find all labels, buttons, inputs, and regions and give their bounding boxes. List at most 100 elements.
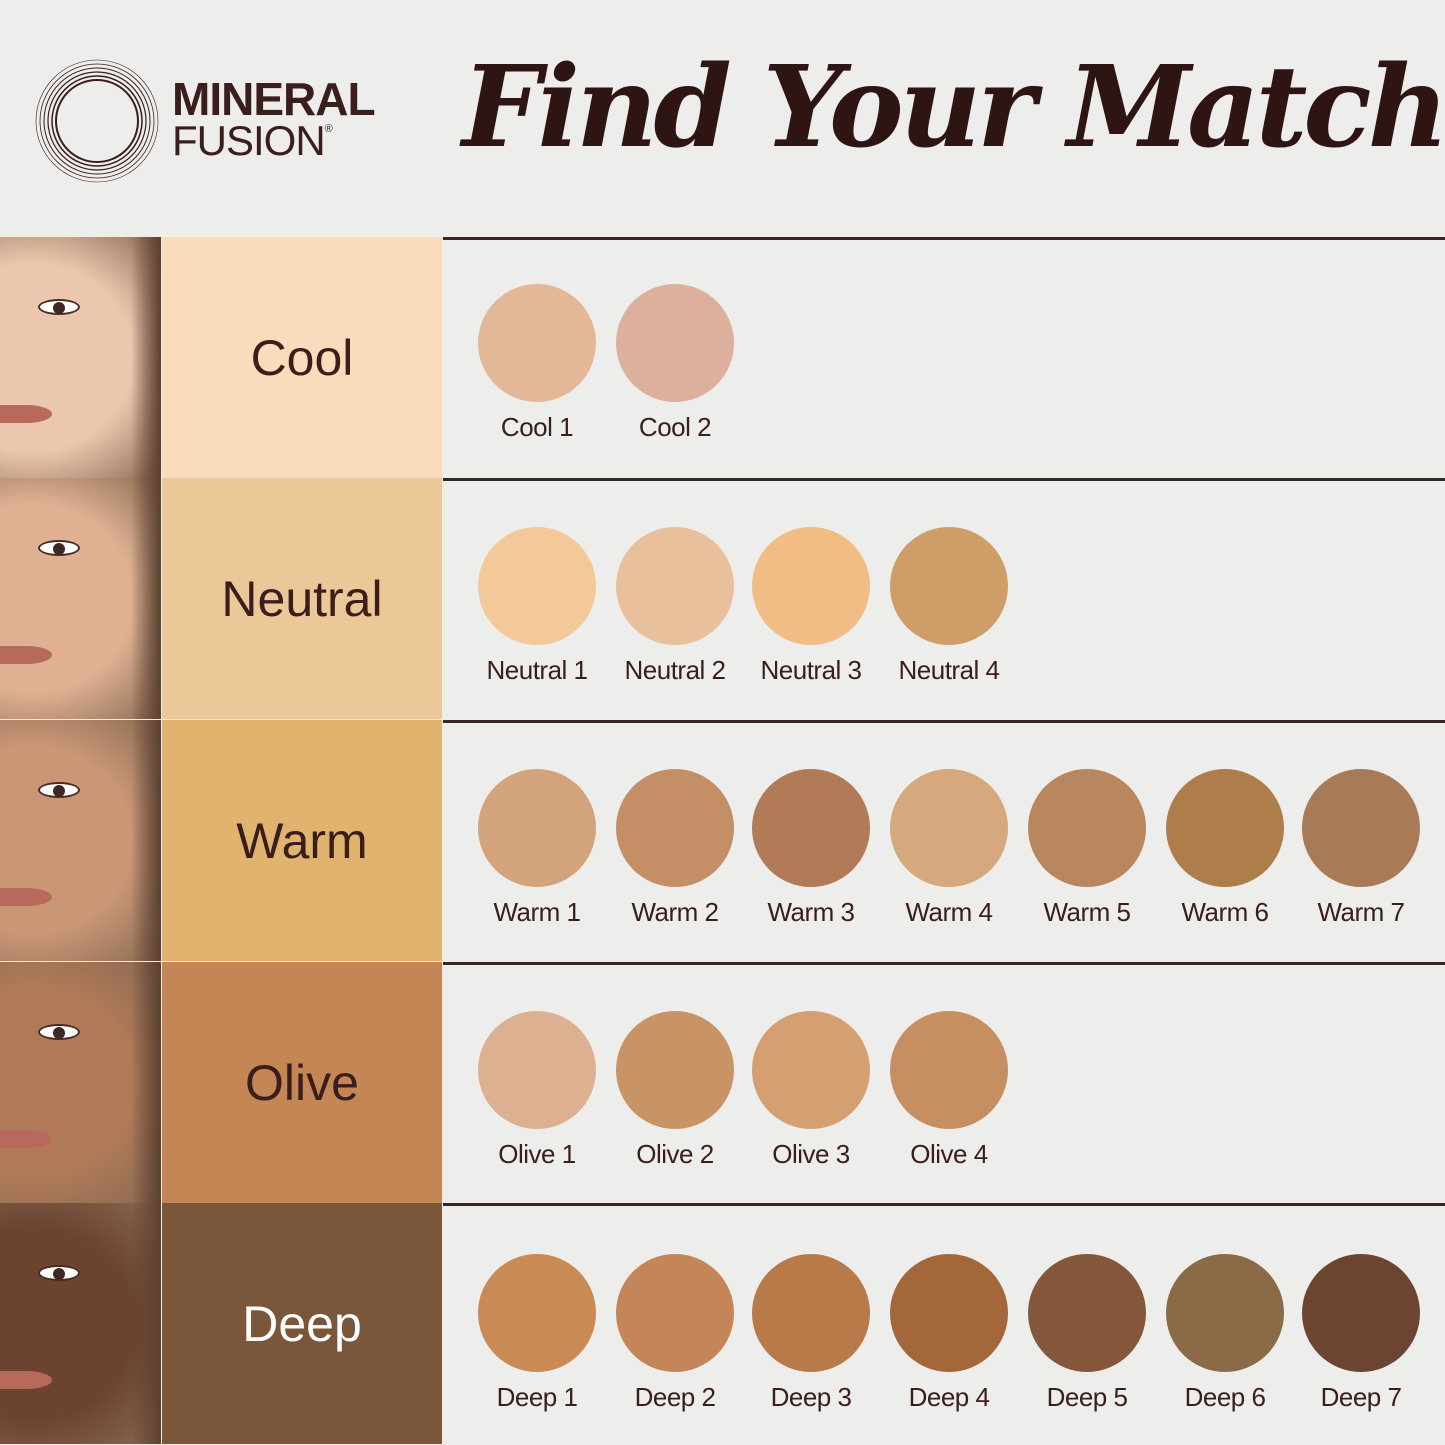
shade-color-circle[interactable] [752, 1011, 870, 1129]
shade-swatch[interactable]: Deep 1 [477, 1254, 597, 1413]
undertone-label: Neutral [162, 478, 442, 719]
shade-swatch[interactable]: Deep 2 [615, 1254, 735, 1413]
shade-swatch[interactable]: Olive 1 [477, 1011, 597, 1170]
undertone-row-cool: Cool Cool 1 Cool 2 [0, 237, 1445, 478]
undertone-row-neutral: Neutral Neutral 1 Neutral 2 Neutral 3 Neutra… [0, 478, 1445, 719]
registered-mark: ® [324, 123, 333, 135]
shade-swatch[interactable]: Neutral 1 [477, 527, 597, 686]
shade-label: Cool 2 [638, 412, 712, 442]
brand-logo: MINERAL FUSION® [34, 58, 414, 184]
shade-swatch[interactable]: Cool 1 [477, 284, 597, 443]
shade-swatch[interactable]: Deep 6 [1165, 1254, 1285, 1413]
shade-color-circle[interactable] [616, 1011, 734, 1129]
shade-swatch[interactable]: Cool 2 [615, 284, 735, 443]
shade-swatch[interactable]: Olive 3 [751, 1011, 871, 1170]
concentric-rings-icon [35, 59, 159, 183]
shade-color-circle[interactable] [1166, 769, 1284, 887]
shade-swatch[interactable]: Olive 2 [615, 1011, 735, 1170]
shade-color-circle[interactable] [478, 527, 596, 645]
shade-label: Deep 4 [908, 1382, 990, 1412]
shade-swatch[interactable]: Deep 7 [1301, 1254, 1421, 1413]
shade-color-circle[interactable] [616, 769, 734, 887]
shade-swatch[interactable]: Neutral 3 [751, 527, 871, 686]
shade-label: Warm 3 [767, 897, 855, 927]
brand-name-line1: MINERAL [172, 73, 376, 125]
shade-label: Warm 7 [1317, 897, 1405, 927]
shade-swatches: Cool 1 Cool 2 [443, 237, 1445, 478]
shade-swatch[interactable]: Warm 7 [1301, 769, 1421, 928]
shade-label: Neutral 2 [624, 655, 727, 685]
shade-swatch[interactable]: Warm 6 [1165, 769, 1285, 928]
shade-color-circle[interactable] [1166, 1254, 1284, 1372]
shade-swatches: Olive 1 Olive 2 Olive 3 Olive 4 [443, 962, 1445, 1203]
page-title: Find Your Match [462, 42, 1445, 173]
shade-label: Cool 1 [500, 412, 574, 442]
shade-swatch[interactable]: Deep 4 [889, 1254, 1009, 1413]
shade-color-circle[interactable] [1028, 769, 1146, 887]
shade-color-circle[interactable] [890, 1011, 1008, 1129]
shade-color-circle[interactable] [478, 769, 596, 887]
undertone-label: Cool [162, 237, 442, 478]
shade-label: Deep 2 [634, 1382, 716, 1412]
shade-color-circle[interactable] [616, 1254, 734, 1372]
shade-label: Warm 4 [905, 897, 993, 927]
shade-swatch[interactable]: Warm 3 [751, 769, 871, 928]
shade-color-circle[interactable] [890, 527, 1008, 645]
shade-color-circle[interactable] [478, 1011, 596, 1129]
shade-swatch[interactable]: Warm 4 [889, 769, 1009, 928]
shade-swatches: Deep 1 Deep 2 Deep 3 Deep 4 Deep 5 Deep 6 Deep… [443, 1203, 1445, 1444]
shade-label: Warm 6 [1181, 897, 1269, 927]
brand-name-line2: FUSION® [172, 117, 333, 164]
shade-label: Warm 2 [631, 897, 719, 927]
shade-label: Neutral 3 [760, 655, 863, 685]
shade-swatches: Neutral 1 Neutral 2 Neutral 3 Neutral 4 [443, 478, 1445, 719]
shade-swatch[interactable]: Neutral 2 [615, 527, 735, 686]
model-face-image [0, 720, 161, 961]
model-face-image [0, 1203, 161, 1444]
undertone-row-warm: Warm Warm 1 Warm 2 Warm 3 Warm 4 Warm 5 Warm 6… [0, 720, 1445, 961]
shade-label: Deep 7 [1320, 1382, 1402, 1412]
shade-color-circle[interactable] [1302, 769, 1420, 887]
shade-color-circle[interactable] [890, 1254, 1008, 1372]
shade-label: Warm 5 [1043, 897, 1131, 927]
shade-color-circle[interactable] [752, 1254, 870, 1372]
shade-swatch[interactable]: Deep 3 [751, 1254, 871, 1413]
shade-label: Olive 1 [498, 1139, 576, 1169]
shade-label: Olive 3 [772, 1139, 850, 1169]
shade-swatch[interactable]: Warm 2 [615, 769, 735, 928]
model-face-image [0, 962, 161, 1203]
brand-fusion-text: FUSION [172, 117, 326, 164]
shade-color-circle[interactable] [890, 769, 1008, 887]
shade-swatch[interactable]: Neutral 4 [889, 527, 1009, 686]
shade-color-circle[interactable] [752, 769, 870, 887]
shade-label: Deep 5 [1046, 1382, 1128, 1412]
shade-color-circle[interactable] [616, 284, 734, 402]
shade-label: Deep 6 [1184, 1382, 1266, 1412]
shade-color-circle[interactable] [478, 1254, 596, 1372]
header: MINERAL FUSION® Find Your Match [0, 0, 1445, 237]
shade-swatch[interactable]: Olive 4 [889, 1011, 1009, 1170]
shade-color-circle[interactable] [1028, 1254, 1146, 1372]
shade-label: Warm 1 [493, 897, 581, 927]
shade-color-circle[interactable] [752, 527, 870, 645]
shade-label: Deep 1 [496, 1382, 578, 1412]
model-face-image [0, 237, 161, 478]
model-face-image [0, 478, 161, 719]
undertone-label: Olive [162, 962, 442, 1203]
shade-swatch[interactable]: Deep 5 [1027, 1254, 1147, 1413]
shade-label: Neutral 4 [898, 655, 1001, 685]
undertone-row-deep: Deep Deep 1 Deep 2 Deep 3 Deep 4 Deep 5 Deep 6… [0, 1203, 1445, 1444]
shade-label: Olive 4 [910, 1139, 988, 1169]
shade-color-circle[interactable] [1302, 1254, 1420, 1372]
undertone-label: Warm [162, 720, 442, 961]
shade-label: Neutral 1 [486, 655, 589, 685]
shade-color-circle[interactable] [616, 527, 734, 645]
undertone-label: Deep [162, 1203, 442, 1444]
undertone-row-olive: Olive Olive 1 Olive 2 Olive 3 Olive 4 [0, 962, 1445, 1203]
shade-color-circle[interactable] [478, 284, 596, 402]
shade-swatch[interactable]: Warm 1 [477, 769, 597, 928]
shade-swatches: Warm 1 Warm 2 Warm 3 Warm 4 Warm 5 Warm 6 Warm… [443, 720, 1445, 961]
shade-label: Deep 3 [770, 1382, 852, 1412]
shade-swatch[interactable]: Warm 5 [1027, 769, 1147, 928]
shade-label: Olive 2 [636, 1139, 714, 1169]
